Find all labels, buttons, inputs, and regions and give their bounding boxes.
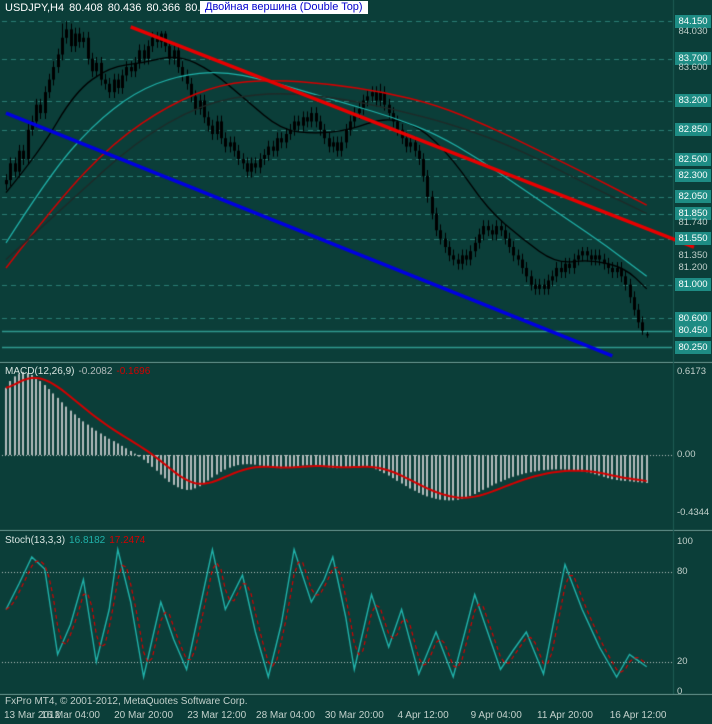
price-label: 82.500 [675, 152, 711, 166]
price-label: 81.000 [675, 278, 711, 292]
time-axis-label: 23 Mar 12:00 [187, 710, 247, 721]
price-label: 81.550 [675, 232, 711, 246]
symbol-period-label: USDJPY,H4 [5, 2, 65, 14]
price-label: 81.200 [678, 262, 708, 274]
price-label: 81.850 [675, 207, 711, 221]
time-axis-label: 16 Apr 12:00 [609, 710, 667, 721]
macd-name: MACD(12,26,9) [5, 366, 75, 377]
price-label: 80.450 [675, 324, 711, 338]
stoch-axis-label: 80 [677, 566, 688, 577]
price-label: 80.600 [675, 311, 711, 325]
price-label: 83.700 [675, 52, 711, 66]
quote-low: 80.366 [146, 2, 181, 14]
time-axis-label: 11 Apr 20:00 [537, 710, 593, 721]
stoch-axis-label: 0 [677, 686, 683, 697]
price-label: 82.050 [675, 190, 711, 204]
quote-open: 80.408 [69, 2, 103, 14]
price-label: 81.350 [678, 249, 708, 261]
price-label: 84.030 [678, 25, 708, 37]
stoch-main-value: 16.8182 [69, 535, 106, 546]
time-axis-label: 13 Mar 2012 [4, 710, 61, 721]
time-axis-label: 20 Mar 20:00 [114, 710, 174, 721]
macd-axis-label: -0.4344 [677, 507, 710, 519]
stoch-axis-label: 100 [677, 536, 693, 547]
stoch-name: Stoch(13,3,3) [5, 535, 66, 546]
pattern-annotation-label[interactable]: Двойная вершина (Double Top) [200, 1, 368, 14]
time-axis-label: 30 Mar 20:00 [324, 710, 384, 721]
price-label: 83.600 [678, 61, 708, 73]
time-axis-label: 4 Apr 12:00 [397, 710, 449, 721]
stoch-indicator-label: Stoch(13,3,3) 16.8182 17.2474 [5, 535, 149, 546]
macd-signal-value: -0.1696 [116, 366, 151, 377]
time-axis-label: 9 Apr 04:00 [470, 710, 522, 721]
price-label: 81.740 [678, 217, 708, 229]
macd-axis-label: 0.00 [677, 449, 696, 460]
price-label: 84.150 [675, 14, 711, 28]
macd-indicator-label: MACD(12,26,9) -0.2082 -0.1696 [5, 366, 154, 377]
time-axis-label: 16 Mar 04:00 [41, 710, 100, 721]
price-label: 80.250 [675, 340, 711, 354]
macd-axis-label: 0.6173 [677, 366, 707, 377]
macd-main-value: -0.2082 [78, 366, 113, 377]
stoch-axis-label: 20 [677, 656, 688, 667]
stoch-signal-value: 17.2474 [109, 535, 146, 546]
quote-high: 80.436 [107, 2, 142, 14]
price-label: 82.850 [675, 123, 711, 137]
price-label: 83.200 [675, 94, 711, 108]
copyright-text: FxPro MT4, © 2001-2012, MetaQuotes Softw… [5, 696, 248, 707]
time-axis-label: 28 Mar 04:00 [256, 710, 315, 721]
price-label: 82.300 [675, 169, 711, 183]
